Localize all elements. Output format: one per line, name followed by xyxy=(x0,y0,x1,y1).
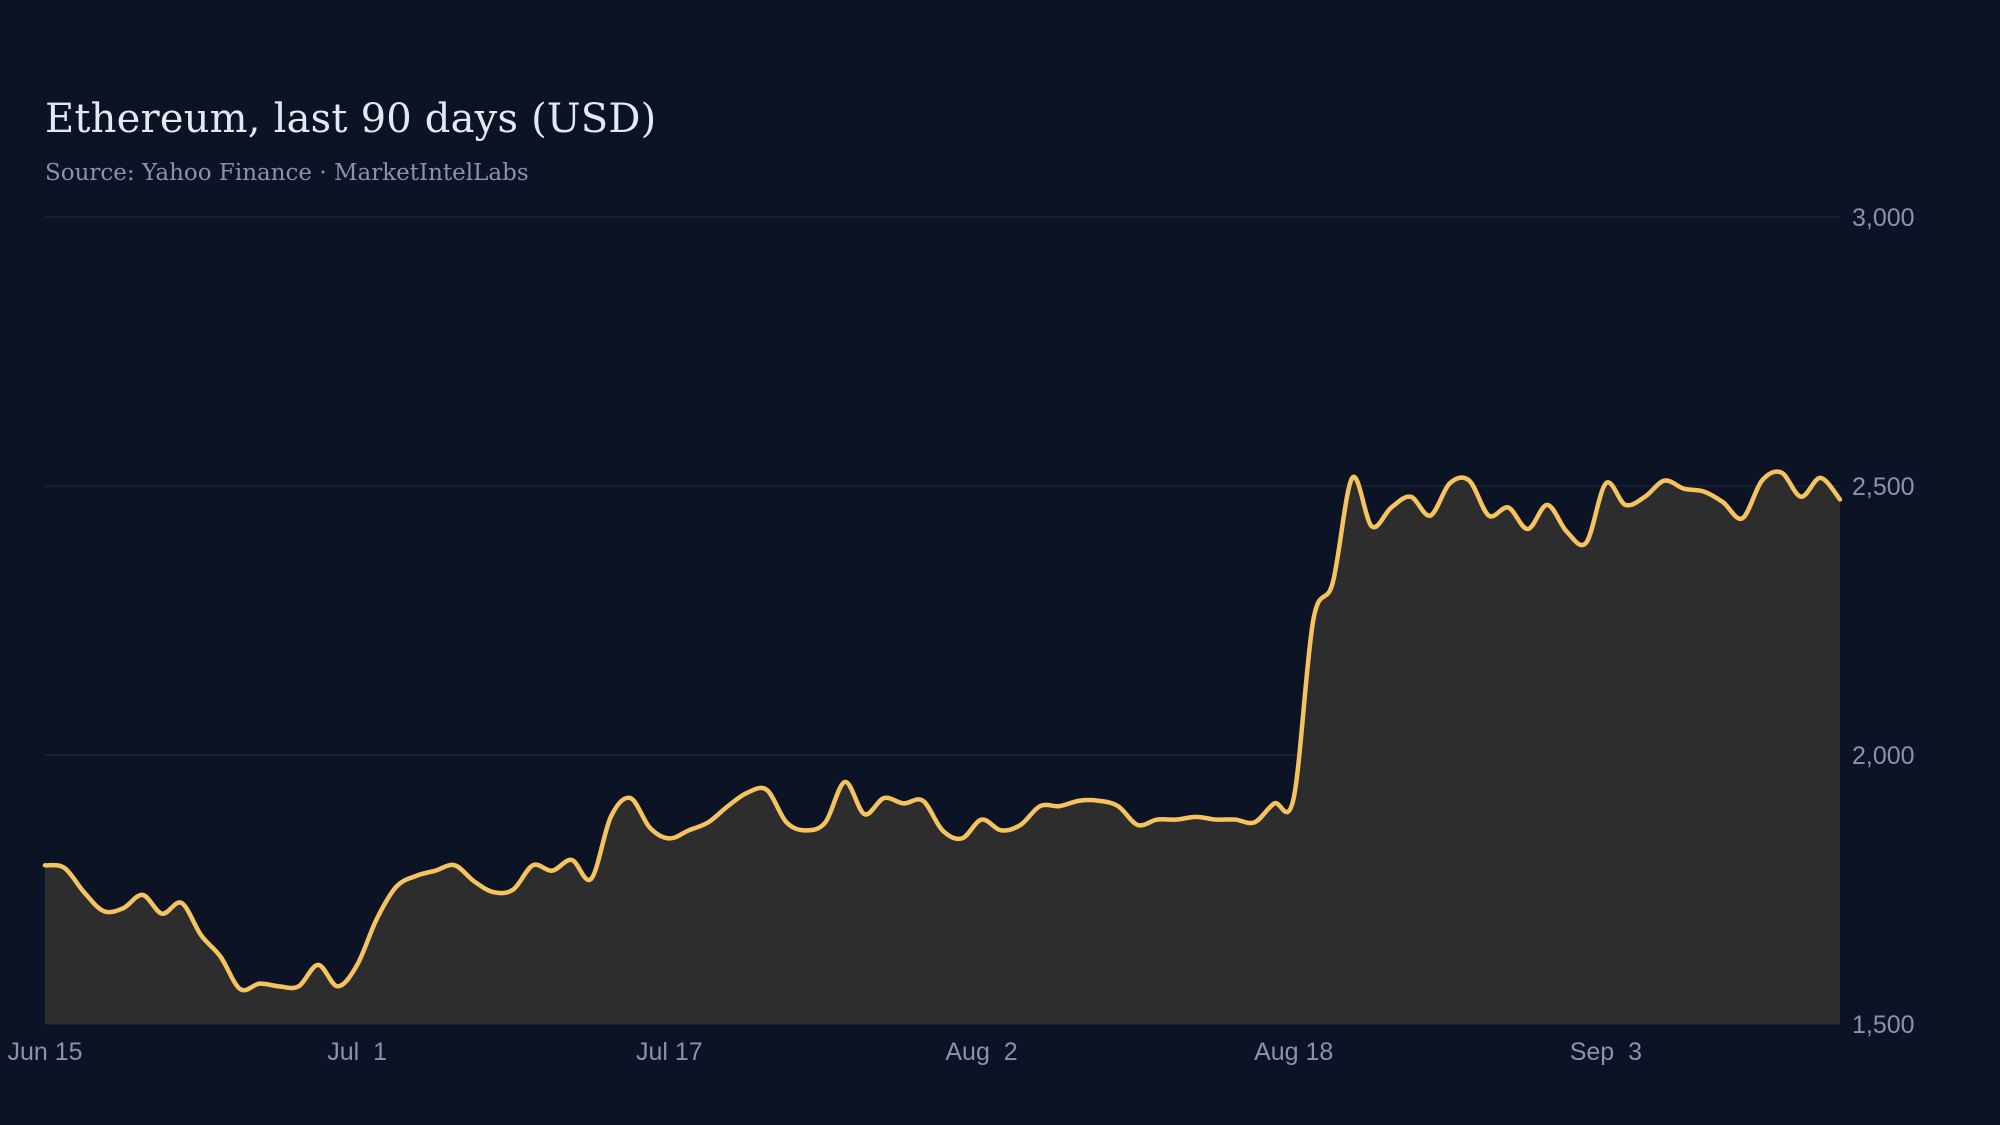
area-layer xyxy=(45,471,1840,1024)
chart-title: Ethereum, last 90 days (USD) xyxy=(45,96,657,142)
x-tick-label: Jun 15 xyxy=(7,1038,82,1066)
x-tick-label: Sep 3 xyxy=(1570,1038,1642,1066)
chart-subtitle: Source: Yahoo Finance · MarketIntelLabs xyxy=(45,160,529,186)
y-axis: 1,500 2,000 2,500 3,000 xyxy=(1852,204,1915,1039)
x-axis: Jun 15 Jul 1 Jul 17 Aug 2 Aug 18 Sep 3 xyxy=(7,1038,1642,1066)
y-tick-label: 2,500 xyxy=(1852,473,1915,501)
x-tick-label: Aug 18 xyxy=(1254,1038,1333,1066)
series-line xyxy=(42,469,1843,993)
x-tick-label: Jul 17 xyxy=(636,1038,703,1066)
y-tick-label: 2,000 xyxy=(1852,742,1915,770)
x-tick-label: Jul 1 xyxy=(327,1038,387,1066)
series-area xyxy=(45,471,1840,1024)
y-tick-label: 1,500 xyxy=(1852,1011,1915,1039)
line-layer xyxy=(42,469,1843,993)
y-tick-label: 3,000 xyxy=(1852,204,1915,232)
x-tick-label: Aug 2 xyxy=(945,1038,1017,1066)
